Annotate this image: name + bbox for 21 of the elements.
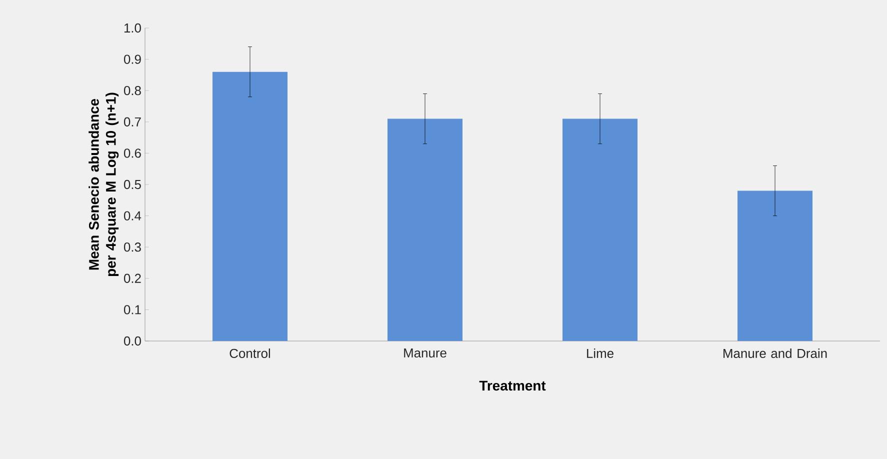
y-tick-label: 0.0 — [124, 336, 141, 346]
x-tick-label: Manure and Drain — [724, 348, 827, 358]
y-tick-label: 0.5 — [124, 180, 141, 190]
y-tick-label: 1.0 — [124, 23, 141, 33]
bar — [738, 190, 813, 341]
x-tick-label: Lime — [587, 348, 614, 358]
x-tick-label: Control — [230, 348, 270, 358]
y-axis-title: Mean Senecio abundance per 4square M Log 10 (n+1) — [88, 92, 119, 276]
y-tick-label: 0.2 — [124, 274, 141, 283]
y-tick-label: 0.1 — [124, 305, 141, 314]
bar — [388, 118, 463, 341]
y-tick-label: 0.8 — [124, 86, 141, 96]
bar — [212, 72, 288, 341]
x-tick-label: Manure — [404, 348, 446, 358]
y-tick-label: 0.4 — [124, 211, 142, 220]
y-tick-label: 0.9 — [124, 54, 141, 64]
y-tick-label: 0.3 — [124, 242, 141, 252]
bar — [562, 118, 638, 341]
y-tick-label: 0.6 — [124, 148, 141, 158]
x-axis-title: Treatment — [479, 380, 546, 391]
y-tick-label: 0.7 — [124, 117, 141, 126]
